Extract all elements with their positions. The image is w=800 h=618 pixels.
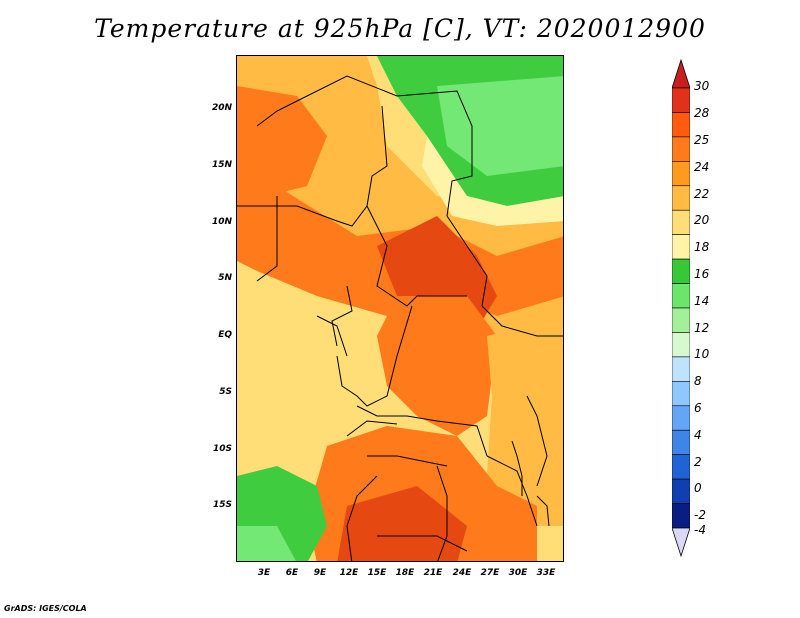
- lon-label-3e: 3E: [257, 568, 271, 578]
- temperature-map: [236, 55, 564, 562]
- map-svg: [237, 56, 563, 561]
- country-borders: [237, 75, 563, 561]
- lat-label-5s: 5S: [219, 387, 232, 397]
- colorbar-swatch-6: [672, 234, 690, 260]
- colorbar-label-22: 22: [694, 187, 710, 201]
- lat-label-15s: 15S: [212, 500, 232, 510]
- lat-label-eq: EQ: [218, 330, 232, 340]
- colorbar-swatch-14: [672, 429, 690, 455]
- colorbar-bottom-arrow: [672, 527, 690, 558]
- colorbar-swatch-13: [672, 405, 690, 431]
- colorbar-label-10: 10: [694, 347, 710, 361]
- colorbar-label-14: 14: [694, 294, 710, 308]
- colorbar-label-minus4: -4: [694, 523, 706, 537]
- colorbar-label-28: 28: [694, 106, 710, 120]
- colorbar-label-minus2: -2: [694, 508, 706, 522]
- lon-label-15e: 15E: [367, 568, 387, 578]
- lon-label-27e: 27E: [480, 568, 500, 578]
- lon-label-12e: 12E: [339, 568, 359, 578]
- lon-label-21e: 21E: [423, 568, 443, 578]
- colorbar-swatch-1: [672, 112, 690, 138]
- colorbar-label-12: 12: [694, 321, 710, 335]
- colorbar: [672, 58, 690, 558]
- east-africa-region: [487, 316, 563, 526]
- colorbar-label-30: 30: [694, 79, 710, 93]
- colorbar-swatch-17: [672, 503, 690, 529]
- colorbar-swatch-8: [672, 283, 690, 309]
- colorbar-label-6: 6: [694, 401, 702, 415]
- lat-label-20n: 20N: [211, 103, 232, 113]
- cooler-region-northeast: [437, 76, 563, 176]
- colorbar-label-25: 25: [694, 133, 710, 147]
- cooler-ocean-southwest: [237, 526, 296, 561]
- colorbar-label-16: 16: [694, 267, 710, 281]
- colorbar-swatch-16: [672, 478, 690, 504]
- southern-hot-core: [337, 486, 467, 561]
- colorbar-label-4: 4: [694, 428, 702, 442]
- lat-label-5n: 5N: [218, 273, 232, 283]
- colorbar-swatch-11: [672, 356, 690, 382]
- colorbar-swatch-3: [672, 161, 690, 187]
- colorbar-swatch-9: [672, 307, 690, 333]
- grads-credit: GrADS: IGES/COLA: [4, 604, 87, 613]
- colorbar-label-20: 20: [694, 213, 710, 227]
- colorbar-label-18: 18: [694, 240, 710, 254]
- colorbar-label-0: 0: [694, 481, 702, 495]
- hot-region-northwest: [237, 86, 327, 196]
- lat-label-15n: 15N: [211, 160, 232, 170]
- colorbar-top-arrow: [672, 58, 690, 89]
- colorbar-label-24: 24: [694, 160, 710, 174]
- lon-label-9e: 9E: [313, 568, 327, 578]
- congo-basin-region: [377, 296, 497, 436]
- colorbar-swatch-0: [672, 87, 690, 113]
- colorbar-label-2: 2: [694, 455, 702, 469]
- atlantic-region: [237, 296, 347, 476]
- lon-label-24e: 24E: [452, 568, 472, 578]
- colorbar-swatch-5: [672, 209, 690, 235]
- transition-strip: [422, 136, 563, 226]
- lat-label-10n: 10N: [211, 217, 232, 227]
- colorbar-swatch-4: [672, 185, 690, 211]
- colorbar-label-8: 8: [694, 374, 702, 388]
- colorbar-swatch-7: [672, 258, 690, 284]
- colorbar-swatch-2: [672, 136, 690, 162]
- lon-label-30e: 30E: [508, 568, 528, 578]
- map-title: Temperature at 925hPa [C], VT: 202001290…: [94, 14, 706, 43]
- colorbar-swatch-10: [672, 332, 690, 358]
- lon-label-6e: 6E: [285, 568, 299, 578]
- colorbar-swatch-12: [672, 381, 690, 407]
- colorbar-swatch-15: [672, 454, 690, 480]
- lat-label-10s: 10S: [212, 444, 232, 454]
- lon-label-18e: 18E: [395, 568, 415, 578]
- lon-label-33e: 33E: [536, 568, 556, 578]
